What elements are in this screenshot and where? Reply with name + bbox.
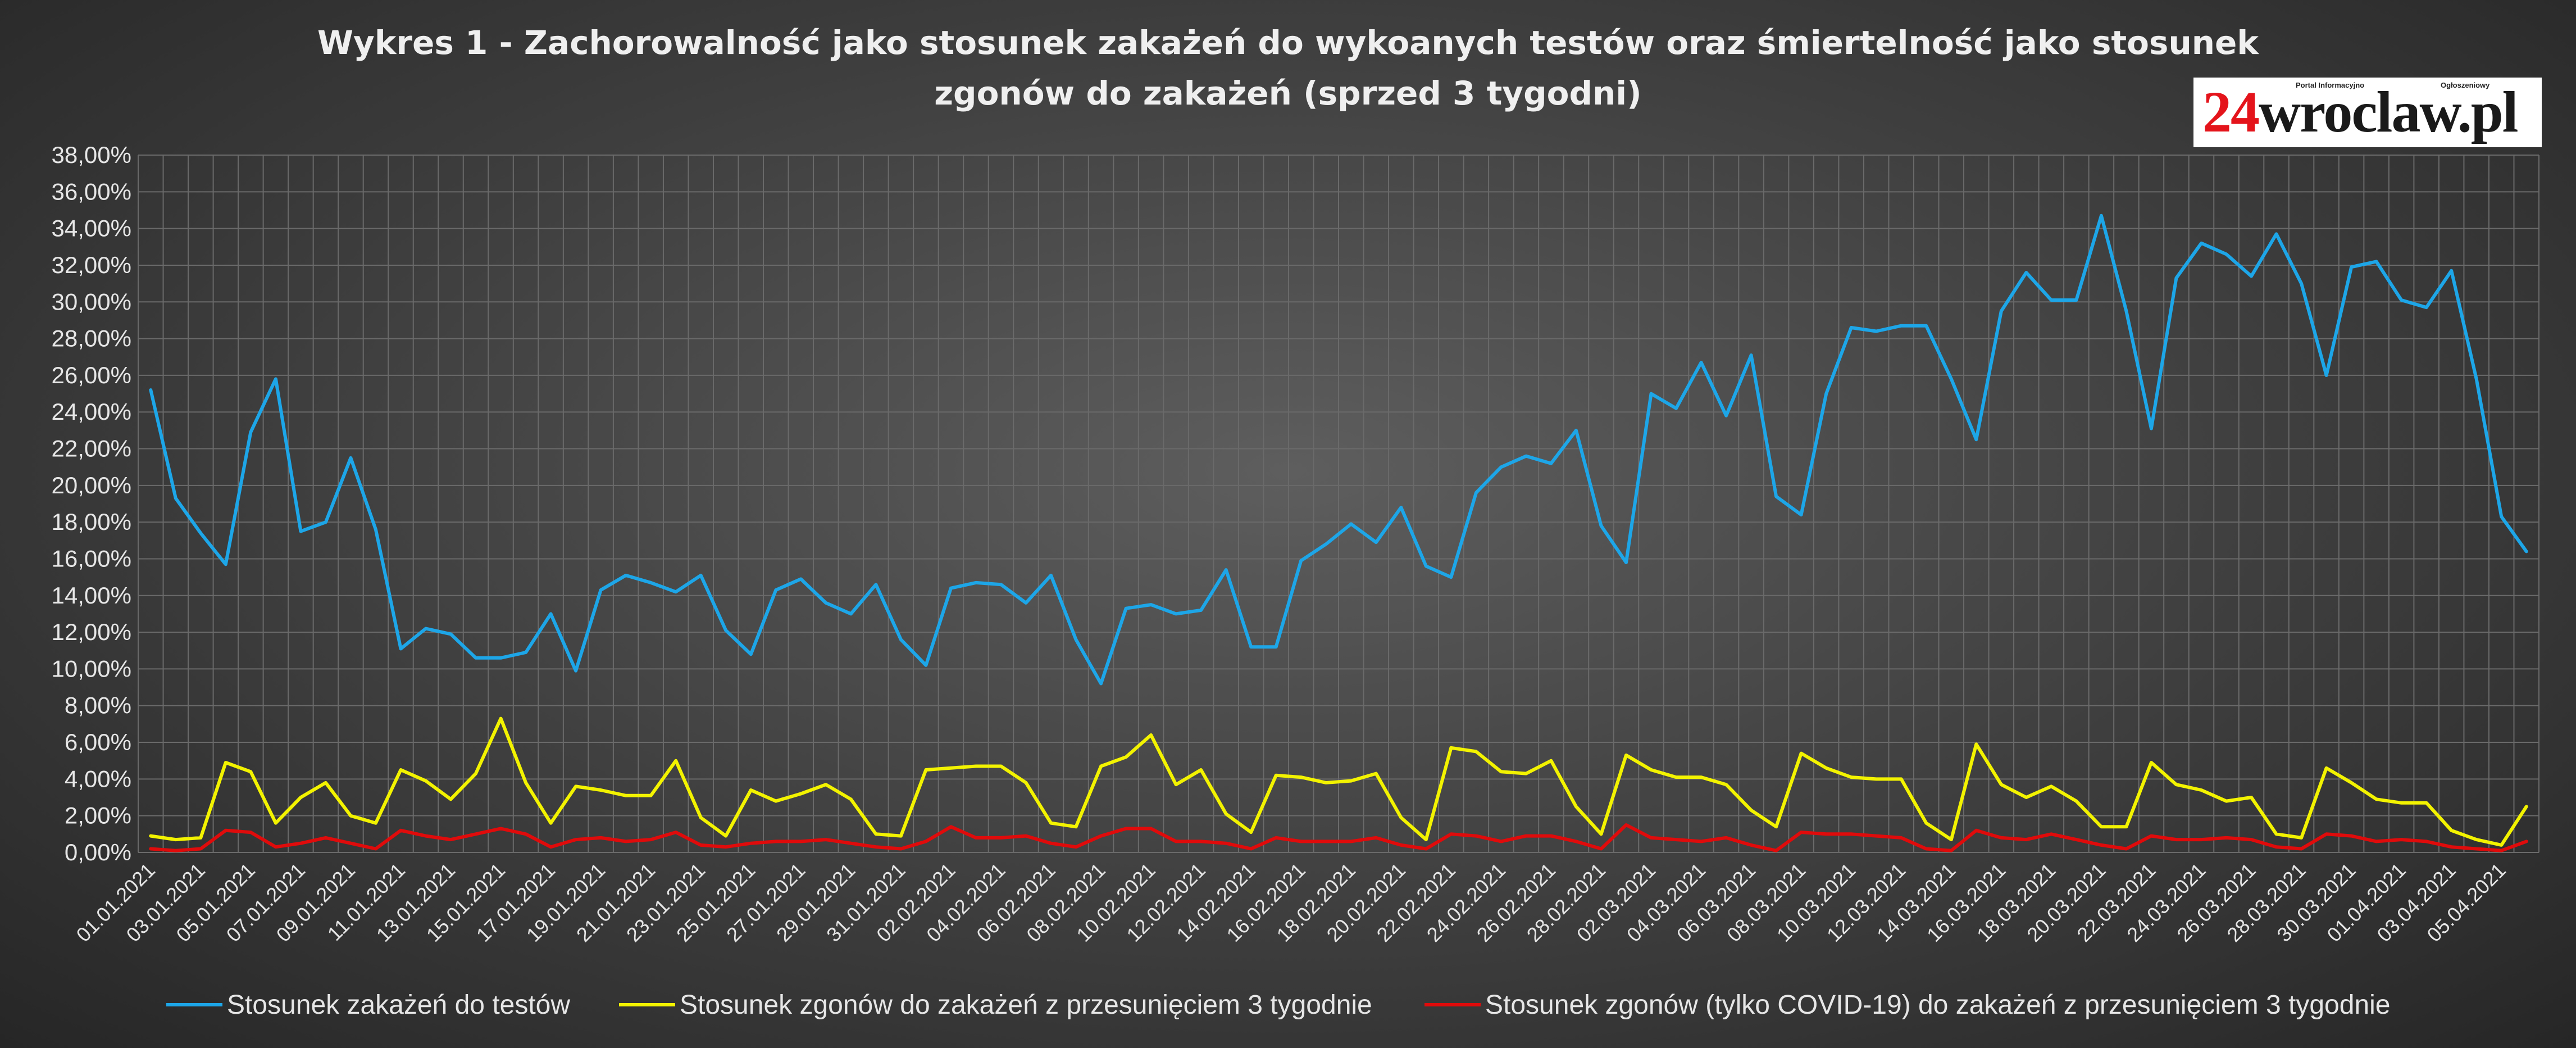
legend-label: Stosunek zakażeń do testów <box>227 990 570 1020</box>
y-tick-label: 24,00% <box>52 398 131 425</box>
y-tick-label: 32,00% <box>52 252 131 278</box>
y-tick-label: 38,00% <box>52 142 131 168</box>
y-tick-label: 34,00% <box>52 215 131 242</box>
y-tick-label: 30,00% <box>52 288 131 315</box>
y-tick-label: 20,00% <box>52 472 131 498</box>
series-lines <box>149 214 2528 852</box>
legend-label: Stosunek zgonów (tylko COVID-19) do zaka… <box>1485 990 2390 1020</box>
y-tick-label: 0,00% <box>65 839 131 865</box>
y-tick-label: 10,00% <box>52 655 131 682</box>
y-tick-label: 22,00% <box>52 435 131 462</box>
series-line-infections-to-tests <box>149 214 2528 686</box>
logo-subtitle-right: Ogłoszeniowy <box>2441 81 2490 89</box>
y-tick-label: 28,00% <box>52 325 131 352</box>
y-tick-label: 14,00% <box>52 582 131 609</box>
logo-number: 24 <box>2202 80 2260 144</box>
y-tick-label: 26,00% <box>52 362 131 388</box>
y-tick-label: 18,00% <box>52 509 131 535</box>
grid <box>138 155 2539 853</box>
legend: Stosunek zakażeń do testów Stosunek zgonó… <box>166 990 2390 1020</box>
portal-logo: Portal Informacyjno Ogłoszeniowy 24wrocl… <box>2193 78 2542 147</box>
series-line-deaths-to-infections <box>149 716 2528 847</box>
chart-title-line-2: zgonów do zakażeń (sprzed 3 tygodni) <box>934 74 1641 112</box>
y-tick-label: 16,00% <box>52 545 131 571</box>
series-line-covid-deaths-to-infections <box>149 823 2528 852</box>
y-tick-label: 2,00% <box>65 802 131 829</box>
logo-wordmark: 24wroclaw.pl <box>2202 80 2519 144</box>
y-tick-label: 8,00% <box>65 692 131 719</box>
y-tick-label: 36,00% <box>52 178 131 205</box>
logo-text: wroclaw.pl <box>2259 80 2519 144</box>
legend-label: Stosunek zgonów do zakażeń z przesunięci… <box>680 990 1372 1020</box>
y-tick-label: 4,00% <box>65 765 131 792</box>
y-tick-label: 12,00% <box>52 619 131 645</box>
y-tick-label: 6,00% <box>65 729 131 755</box>
chart-title-line-1: Wykres 1 - Zachorowalność jako stosunek … <box>317 24 2259 62</box>
x-axis-ticks: 01.01.202103.01.202105.01.202107.01.2021… <box>72 859 2510 946</box>
logo-subtitle-left: Portal Informacyjno <box>2296 81 2365 89</box>
y-axis-ticks: 0,00% 2,00% 4,00% 6,00% 8,00% 10,00% 12,00% 14,… <box>52 142 131 865</box>
